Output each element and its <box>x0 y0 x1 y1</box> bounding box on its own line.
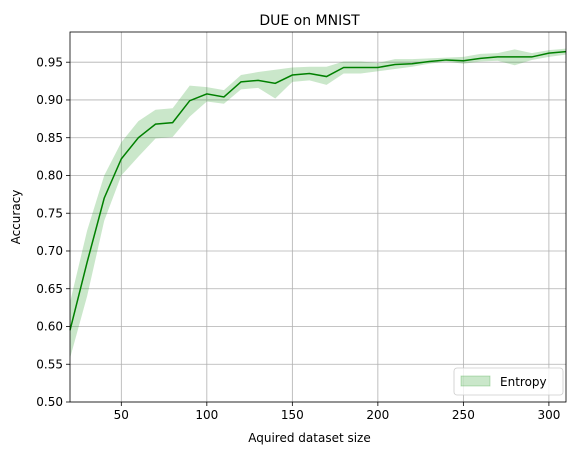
legend-label-entropy: Entropy <box>500 375 547 389</box>
x-tick-label: 250 <box>452 408 475 422</box>
legend-swatch-entropy <box>460 375 491 387</box>
legend-frame <box>453 367 564 396</box>
plot-frame <box>69 31 567 403</box>
x-axis-label: Aquired dataset size <box>248 431 371 445</box>
x-tick-label: 200 <box>366 408 389 422</box>
y-tick-label: 0.55 <box>36 357 63 371</box>
y-tick-label: 0.85 <box>36 131 63 145</box>
y-tick-label: 0.75 <box>36 206 63 220</box>
x-tick-label: 100 <box>195 408 218 422</box>
x-tick-label: 50 <box>114 408 129 422</box>
y-tick-label: 0.70 <box>36 244 63 258</box>
grid <box>70 32 566 403</box>
y-tick-label: 0.50 <box>36 395 63 409</box>
y-tick-label: 0.80 <box>36 169 63 183</box>
y-tick-label: 0.90 <box>36 93 63 107</box>
y-axis: 0.50 0.55 0.60 0.65 0.70 0.75 0.80 0.85 0.90 0.95 <box>36 55 70 409</box>
x-tick-label: 150 <box>281 408 304 422</box>
y-axis-label: Accuracy <box>9 190 23 245</box>
series-band-entropy <box>70 48 566 359</box>
x-tick-label: 300 <box>537 408 560 422</box>
series-line-entropy <box>69 50 567 331</box>
y-tick-label: 0.95 <box>36 55 63 69</box>
x-axis: 50 100 150 200 250 300 <box>114 402 560 422</box>
y-tick-label: 0.60 <box>36 320 63 334</box>
y-tick-label: 0.65 <box>36 282 63 296</box>
legend: Entropy <box>453 367 564 396</box>
chart-title: DUE on MNIST <box>259 13 360 29</box>
